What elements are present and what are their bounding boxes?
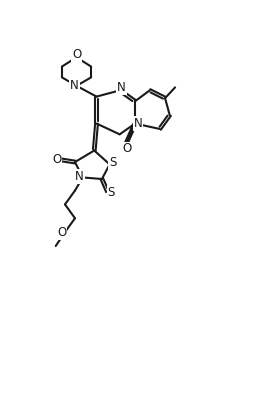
- Text: N: N: [75, 170, 84, 183]
- Text: N: N: [70, 79, 79, 92]
- Text: N: N: [134, 117, 143, 130]
- Text: O: O: [57, 226, 67, 239]
- Text: O: O: [52, 153, 61, 166]
- Text: O: O: [72, 48, 81, 61]
- Text: N: N: [117, 81, 125, 94]
- Text: O: O: [122, 142, 131, 155]
- Text: S: S: [108, 186, 115, 199]
- Text: S: S: [109, 156, 116, 169]
